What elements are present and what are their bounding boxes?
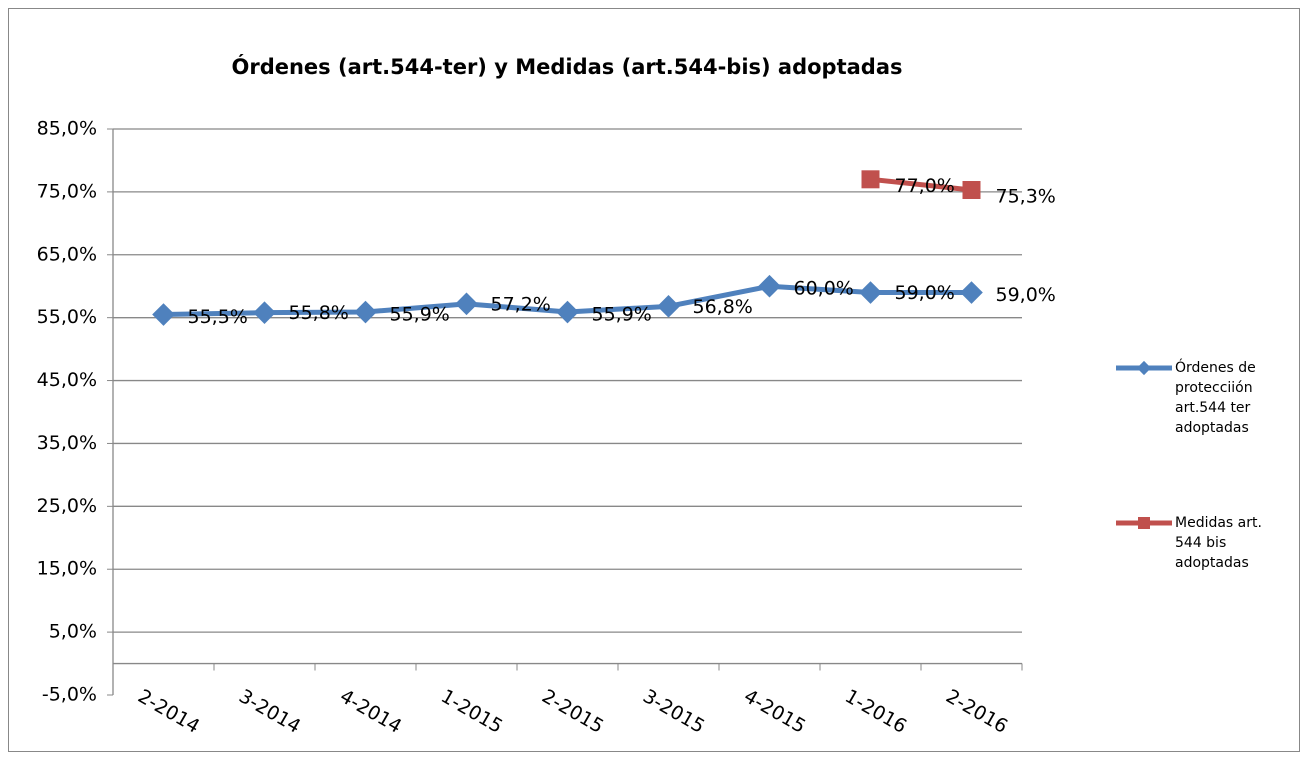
data-label: 59,0% [895,282,955,304]
legend-marker [1136,360,1152,376]
y-tick-label: -5,0% [42,684,97,706]
y-tick-label: 45,0% [37,369,97,391]
data-label: 55,8% [289,302,349,324]
marker [253,301,276,324]
legend-label: Órdenes de protecciión art.544 ter adopt… [1175,360,1256,436]
y-tick-label: 5,0% [49,621,97,643]
y-tick-label: 25,0% [37,495,97,517]
marker [861,170,880,189]
data-label: 60,0% [794,278,854,300]
y-tick-label: 15,0% [37,558,97,580]
marker [455,292,478,316]
marker [657,295,680,318]
chart-title: Órdenes (art.544-ter) y Medidas (art.544… [231,54,902,79]
data-label: 55,5% [188,306,248,328]
data-label: 55,9% [390,304,450,326]
y-tick-label: 85,0% [37,118,97,140]
marker [960,281,983,304]
legend-label: Medidas art. 544 bis adoptadas [1175,515,1262,571]
marker [962,181,981,200]
data-label: 55,9% [592,304,652,326]
marker [556,300,579,324]
y-tick-label: 65,0% [37,243,97,265]
y-tick-label: 75,0% [37,180,97,202]
data-label: 59,0% [996,284,1056,306]
legend-marker [1138,517,1150,529]
y-tick-label: 35,0% [37,432,97,454]
data-label: 77,0% [895,175,955,197]
marker [859,281,882,304]
marker [758,274,781,298]
data-label: 57,2% [491,293,551,315]
y-tick-label: 55,0% [37,306,97,328]
data-label: 75,3% [996,186,1056,208]
data-label: 56,8% [693,296,753,318]
series-line [870,176,972,193]
marker [354,300,377,324]
